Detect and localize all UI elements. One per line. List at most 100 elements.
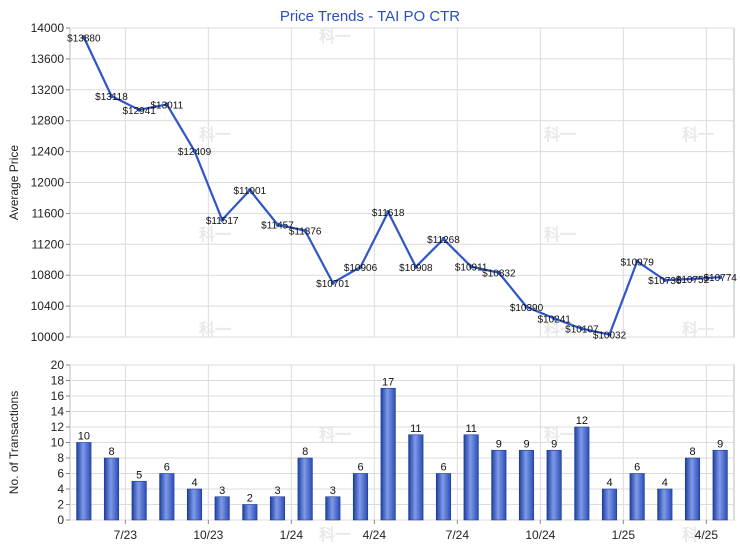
price-data-label: $13880 — [67, 33, 101, 44]
transactions-bar-label: 3 — [330, 485, 336, 497]
transactions-ytick-label: 8 — [57, 451, 64, 465]
price-data-label: $11901 — [234, 186, 267, 197]
transactions-bar — [269, 496, 286, 521]
transactions-bar — [76, 442, 92, 521]
watermark-text: 科一 — [544, 425, 576, 444]
transactions-ytick-label: 2 — [57, 498, 64, 512]
price-data-label: $10736 — [648, 276, 682, 287]
transactions-bar — [408, 434, 424, 521]
price-ytick-label: 13600 — [31, 52, 65, 66]
transactions-bar-label: 4 — [606, 477, 612, 489]
xtick-label: 1/24 — [280, 528, 304, 542]
chart-title: Price Trends - TAI PO CTR — [280, 8, 460, 25]
price-data-label: $10832 — [482, 269, 516, 280]
transactions-ytick-label: 12 — [51, 420, 65, 434]
price-data-label: $12941 — [122, 106, 156, 117]
transactions-ylabel: No. of Transactions — [7, 391, 21, 494]
price-point — [413, 264, 418, 269]
transactions-bar — [684, 457, 701, 521]
transactions-bar-label: 6 — [634, 462, 640, 474]
transactions-bar-label: 6 — [164, 462, 170, 474]
price-ytick-label: 12800 — [31, 114, 65, 128]
price-point — [662, 278, 667, 283]
price-ytick-label: 10800 — [31, 268, 65, 282]
transactions-ytick-label: 20 — [51, 358, 65, 372]
transactions-bar — [657, 488, 673, 521]
price-data-label: $13011 — [151, 100, 184, 111]
price-data-label: $13118 — [95, 92, 128, 103]
price-point — [192, 148, 197, 153]
price-data-label: $10979 — [620, 257, 654, 268]
transactions-ytick-label: 6 — [57, 467, 64, 481]
price-point — [690, 276, 695, 281]
price-data-label: $11268 — [427, 235, 460, 246]
watermark-text: 科一 — [319, 425, 351, 444]
transactions-bar — [297, 457, 313, 521]
price-data-label: $11457 — [261, 220, 294, 231]
price-point — [635, 259, 640, 264]
transactions-bar — [186, 488, 203, 521]
price-point — [220, 217, 225, 222]
transactions-bar-label: 11 — [465, 423, 476, 435]
transactions-bar-label: 4 — [662, 477, 668, 489]
price-point — [469, 264, 474, 269]
price-point — [718, 275, 723, 280]
watermark-text: 科一 — [682, 125, 714, 144]
price-data-label: $10701 — [316, 279, 350, 290]
transactions-bar — [380, 387, 396, 521]
transactions-ytick-label: 18 — [51, 374, 65, 388]
xtick-label: 10/23 — [193, 528, 223, 542]
xtick-label: 1/25 — [612, 528, 636, 542]
price-point — [275, 222, 280, 227]
transactions-bar-label: 3 — [219, 485, 225, 497]
transactions-bar — [131, 480, 147, 521]
transactions-bar-label: 3 — [274, 485, 280, 497]
price-data-label: $10032 — [593, 331, 627, 342]
price-point — [137, 107, 142, 112]
transactions-ytick-label: 4 — [57, 482, 64, 496]
transactions-bar-label: 9 — [717, 438, 723, 450]
price-ytick-label: 12000 — [31, 176, 65, 190]
price-point — [303, 228, 308, 233]
watermark-text: 科一 — [544, 225, 576, 244]
price-point — [358, 265, 363, 270]
transactions-bar-label: 10 — [78, 431, 90, 443]
transactions-bar-label: 6 — [357, 462, 363, 474]
price-point — [386, 210, 391, 215]
price-point — [81, 35, 86, 40]
price-ytick-label: 11600 — [32, 206, 65, 220]
price-point — [247, 188, 252, 193]
watermark-text: 科一 — [319, 27, 351, 46]
price-point — [607, 332, 612, 337]
price-data-label: $11376 — [289, 227, 322, 238]
transactions-bar-label: 5 — [136, 469, 142, 481]
watermark-text: 科一 — [544, 125, 576, 144]
price-point — [441, 237, 446, 242]
transactions-bar-label: 8 — [689, 446, 695, 458]
price-ytick-label: 11200 — [32, 237, 65, 251]
watermark-text: 科一 — [199, 125, 231, 144]
transactions-ytick-label: 14 — [51, 405, 65, 419]
transactions-bar — [159, 473, 175, 521]
transactions-bar — [242, 504, 258, 521]
transactions-bar-label: 4 — [191, 477, 197, 489]
watermark-text: 科一 — [199, 320, 231, 339]
price-data-label: $10107 — [565, 325, 599, 336]
watermark-text: 科一 — [682, 525, 714, 544]
price-data-label: $10908 — [399, 263, 433, 274]
transactions-bar-label: 12 — [576, 415, 588, 427]
price-point — [579, 326, 584, 331]
price-data-label: $10390 — [510, 303, 544, 314]
price-data-label: $12409 — [178, 147, 212, 158]
price-data-label: $10241 — [537, 314, 571, 325]
price-data-label: $11517 — [206, 216, 239, 227]
transactions-bar — [601, 488, 618, 521]
xtick-label: 10/24 — [525, 528, 555, 542]
transactions-ytick-label: 0 — [57, 513, 64, 527]
watermark-text: 科一 — [544, 320, 576, 339]
price-ytick-label: 12400 — [31, 145, 65, 159]
price-ylabel: Average Price — [7, 145, 21, 220]
transactions-bar-label: 9 — [523, 438, 529, 450]
price-data-label: $10906 — [344, 263, 378, 274]
